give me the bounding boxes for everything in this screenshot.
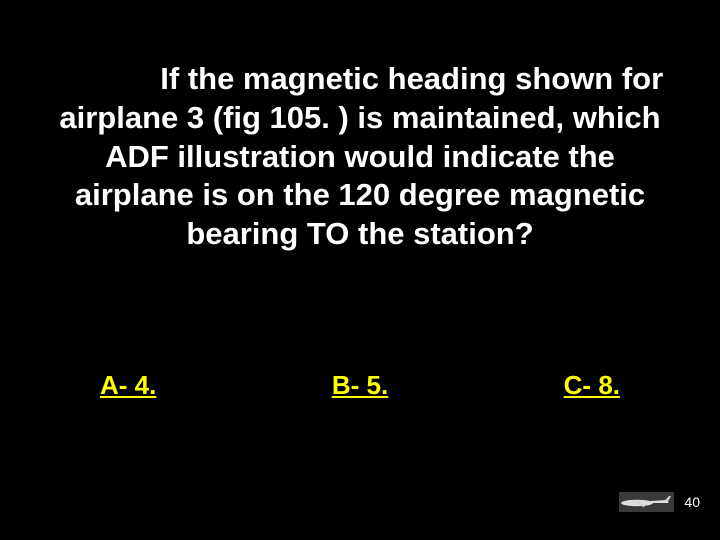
answers-row: A- 4. B- 5. C- 8.	[100, 370, 620, 401]
answer-c-link[interactable]: C- 8.	[564, 370, 620, 401]
question-text: #3354. If the magnetic heading shown for…	[50, 60, 670, 254]
answer-a-link[interactable]: A- 4.	[100, 370, 156, 401]
question-prefix: #3354.	[57, 61, 152, 96]
answer-b-link[interactable]: B- 5.	[332, 370, 388, 401]
airplane-icon	[619, 492, 674, 512]
slide-number: 40	[684, 494, 700, 510]
footer: 40	[619, 492, 700, 512]
question-block: #3354. If the magnetic heading shown for…	[50, 60, 670, 254]
